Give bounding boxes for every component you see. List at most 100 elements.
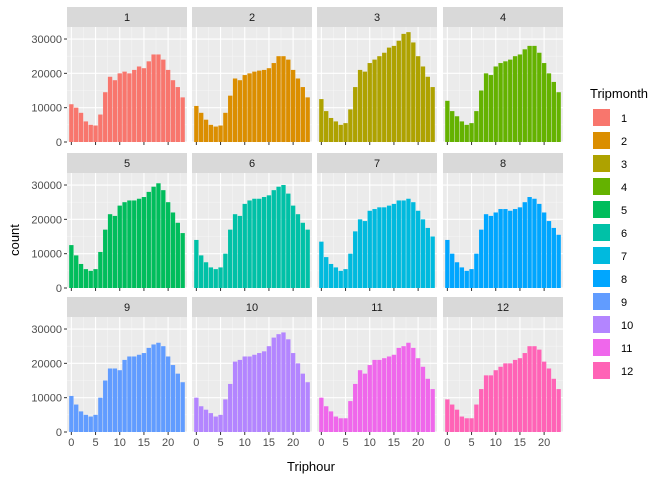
bar [83,269,89,288]
bar [203,409,209,432]
bar [242,75,247,142]
bar [175,373,180,432]
x-tick-label: 5 [468,437,474,449]
bar [218,414,223,432]
bar [328,117,334,142]
facet-strip [192,153,312,173]
bar [425,227,430,288]
bar [132,200,137,288]
bar [271,63,276,142]
x-tick-label: 15 [263,437,275,449]
bar [454,409,460,432]
bar [483,214,489,288]
bar [537,349,542,432]
bar [122,71,127,142]
facet-strip-label: 5 [124,158,130,170]
bar [508,59,513,142]
bar [512,359,518,432]
bar [391,203,397,288]
bar [232,361,238,432]
bar [232,214,238,288]
bar [541,212,547,288]
bar [527,45,532,142]
bar [232,78,238,142]
bar [266,68,272,142]
bar [252,354,257,432]
bar [78,112,84,142]
bar [479,389,484,432]
legend-swatch [593,316,610,333]
legend-label: 9 [621,297,627,309]
bar [508,210,513,288]
bar [295,214,301,288]
bar [357,370,363,432]
facet-strip [317,7,437,27]
bar [425,76,430,142]
bar [151,186,156,288]
bar [324,111,329,142]
bar [411,347,416,432]
bar [127,200,132,288]
bar [396,40,401,143]
bar [281,185,286,288]
bar [362,71,368,142]
y-tick-label: 20000 [31,358,62,370]
bar [74,107,79,142]
x-tick-label: 0 [318,437,324,449]
bar [98,397,103,432]
bar [237,80,243,142]
bar [170,212,176,288]
bar [194,105,199,142]
bar [493,66,498,142]
bar [88,270,93,288]
bar [503,209,508,288]
bar [415,56,421,142]
bar [367,210,372,288]
bar [488,215,494,288]
y-tick-label: 30000 [31,180,62,192]
bar [362,373,368,432]
legend-swatch [593,339,610,356]
bar [261,197,267,288]
bar [338,124,343,142]
bar [411,42,416,142]
bar [161,346,166,432]
bar [223,112,228,142]
x-tick-label: 10 [114,437,126,449]
facet-strip-label: 7 [374,158,380,170]
bar [156,54,161,142]
bar [281,332,286,432]
bar [464,124,469,142]
bar [112,80,118,142]
y-tick-label: 10000 [31,103,62,115]
facet-panel-2: 2 [192,7,312,143]
legend-label: 7 [621,251,627,263]
bar [286,59,291,142]
bar [508,363,513,432]
bar [136,354,142,432]
facet-strip [443,153,563,173]
bar [333,121,339,142]
y-tick-label: 10000 [31,249,62,261]
bar [386,356,392,432]
facet-strip [67,7,187,27]
bar [328,411,334,432]
bar [112,368,118,432]
facet-panels: 1 2 3 45 6 7 89 10 11 12 [67,7,563,433]
bar [161,59,166,142]
bar [551,378,556,432]
bar [445,399,450,432]
bar [290,353,296,432]
bar [546,368,552,432]
facet-strip [317,153,437,173]
bar [228,95,233,142]
legend-swatch [593,362,610,379]
bar [199,406,204,432]
bar [213,269,218,288]
facet-panel-6: 6 [192,153,312,289]
bar [213,416,218,432]
bar [450,111,455,142]
legend-swatch [593,247,610,264]
